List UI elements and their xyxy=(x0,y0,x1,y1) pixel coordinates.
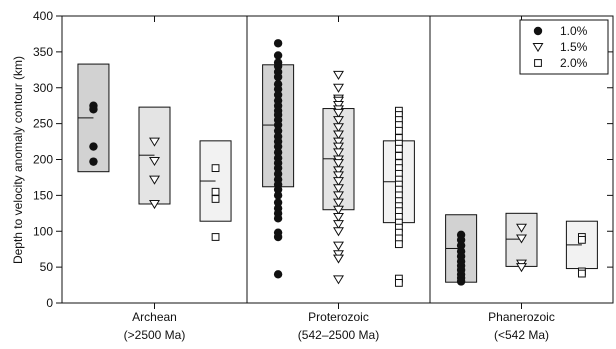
data-point-phanerozoic-0-10 xyxy=(456,277,466,286)
data-point-proterozoic-1-21 xyxy=(333,205,344,215)
group-label-archean: Archean xyxy=(132,310,177,324)
data-point-proterozoic-1-27 xyxy=(333,254,344,264)
data-point-archean-1-1 xyxy=(149,156,160,167)
data-point-proterozoic-0-15 xyxy=(273,126,283,135)
data-point-archean-2-2 xyxy=(211,195,220,203)
data-point-phanerozoic-2-1 xyxy=(577,235,586,244)
data-point-proterozoic-2-24 xyxy=(394,240,403,249)
data-point-proterozoic-0-3 xyxy=(273,62,283,71)
data-point-proterozoic-1-9 xyxy=(333,130,344,140)
legend-marker-0 xyxy=(533,26,543,36)
data-point-archean-0-1 xyxy=(89,105,98,114)
data-point-archean-2-1 xyxy=(211,187,220,196)
data-point-proterozoic-0-33 xyxy=(273,232,283,242)
data-point-proterozoic-1-8 xyxy=(333,123,344,133)
data-point-proterozoic-2-4 xyxy=(394,126,403,135)
y-axis-title: Depth to velocity anomaly contour (km) xyxy=(11,56,25,264)
data-point-phanerozoic-1-1 xyxy=(516,234,527,244)
legend: 1.0% 1.5% 2.0% xyxy=(519,19,609,75)
data-point-proterozoic-1-25 xyxy=(333,241,344,251)
data-point-proterozoic-1-20 xyxy=(333,198,344,208)
data-point-proterozoic-1-7 xyxy=(333,116,344,126)
data-point-archean-2-3 xyxy=(211,233,220,241)
data-point-proterozoic-1-19 xyxy=(333,191,344,201)
data-point-proterozoic-1-22 xyxy=(333,212,344,223)
legend-label-0: 1.0% xyxy=(560,24,588,38)
data-point-proterozoic-1-16 xyxy=(333,171,344,181)
y-tick-label-250: 250 xyxy=(33,117,53,131)
data-point-archean-0-2 xyxy=(89,142,98,151)
data-point-phanerozoic-0-1 xyxy=(456,235,466,245)
data-point-archean-1-3 xyxy=(149,200,160,210)
data-point-proterozoic-1-3 xyxy=(333,96,344,106)
y-tick-label-200: 200 xyxy=(33,153,53,167)
data-point-proterozoic-1-1 xyxy=(333,83,344,93)
y-tick-label-300: 300 xyxy=(33,81,53,95)
legend-marker-2 xyxy=(534,59,542,67)
data-point-archean-1-2 xyxy=(149,175,160,185)
data-point-proterozoic-1-28 xyxy=(333,275,344,285)
group-label-proterozoic: Proterozoic xyxy=(308,310,369,324)
data-point-proterozoic-1-11 xyxy=(333,142,344,152)
data-point-proterozoic-1-18 xyxy=(333,184,344,194)
data-point-proterozoic-1-15 xyxy=(333,166,344,176)
data-point-archean-1-0 xyxy=(149,137,160,147)
y-tick-label-100: 100 xyxy=(33,224,53,238)
y-tick-label-350: 350 xyxy=(33,45,53,59)
data-point-proterozoic-1-14 xyxy=(333,159,344,169)
data-point-proterozoic-0-19 xyxy=(273,148,283,157)
group-sublabel-archean: (>2500 Ma) xyxy=(124,328,186,342)
data-point-proterozoic-0-14 xyxy=(273,120,283,130)
data-point-phanerozoic-2-3 xyxy=(577,269,586,278)
legend-label-2: 2.0% xyxy=(560,56,588,70)
data-point-proterozoic-0-8 xyxy=(273,90,283,100)
group-label-phanerozoic: Phanerozoic xyxy=(488,310,555,324)
y-tick-label-150: 150 xyxy=(33,188,53,202)
data-point-archean-0-3 xyxy=(89,157,98,166)
points-layer xyxy=(89,39,586,287)
data-point-proterozoic-0-26 xyxy=(273,185,283,194)
data-point-proterozoic-0-28 xyxy=(273,198,283,207)
data-point-proterozoic-0-0 xyxy=(273,39,283,48)
data-point-proterozoic-1-6 xyxy=(333,108,344,118)
data-point-proterozoic-0-18 xyxy=(273,142,283,151)
data-point-proterozoic-0-34 xyxy=(273,270,283,279)
data-point-proterozoic-2-7 xyxy=(394,144,403,153)
data-point-proterozoic-1-10 xyxy=(333,137,344,147)
data-point-proterozoic-0-23 xyxy=(273,169,283,179)
data-point-proterozoic-1-26 xyxy=(333,250,344,260)
legend-marker-1 xyxy=(532,43,544,53)
y-axis: 0 50 100 150 200 250 300 350 400 xyxy=(33,9,613,310)
data-point-proterozoic-0-5 xyxy=(273,72,283,82)
data-point-proterozoic-1-23 xyxy=(333,220,344,230)
data-point-proterozoic-0-1 xyxy=(273,51,283,60)
data-point-proterozoic-1-24 xyxy=(333,227,344,237)
data-point-proterozoic-1-17 xyxy=(333,177,344,187)
legend-label-1: 1.5% xyxy=(560,40,588,54)
group-sublabel-phanerozoic: (<542 Ma) xyxy=(494,328,549,342)
data-point-proterozoic-2-8 xyxy=(394,152,403,160)
y-tick-label-50: 50 xyxy=(40,260,54,274)
data-point-proterozoic-0-31 xyxy=(273,214,283,223)
data-point-proterozoic-0-7 xyxy=(273,84,283,94)
data-point-proterozoic-2-26 xyxy=(394,279,403,287)
data-point-proterozoic-1-4 xyxy=(333,101,344,111)
data-point-proterozoic-0-22 xyxy=(273,163,283,173)
y-tick-label-400: 400 xyxy=(33,9,53,23)
data-point-phanerozoic-1-3 xyxy=(516,263,527,273)
data-point-proterozoic-0-27 xyxy=(273,191,283,200)
data-point-phanerozoic-0-2 xyxy=(456,241,466,250)
data-point-proterozoic-1-12 xyxy=(333,148,344,158)
data-point-proterozoic-1-0 xyxy=(333,70,344,80)
data-point-archean-2-0 xyxy=(211,164,220,173)
data-point-phanerozoic-1-0 xyxy=(516,223,527,233)
y-tick-label-0: 0 xyxy=(46,296,53,310)
group-sublabel-proterozoic: (542–2500 Ma) xyxy=(298,328,379,342)
x-group-labels: Archean (>2500 Ma) Proterozoic (542–2500 Ma… xyxy=(124,310,555,342)
